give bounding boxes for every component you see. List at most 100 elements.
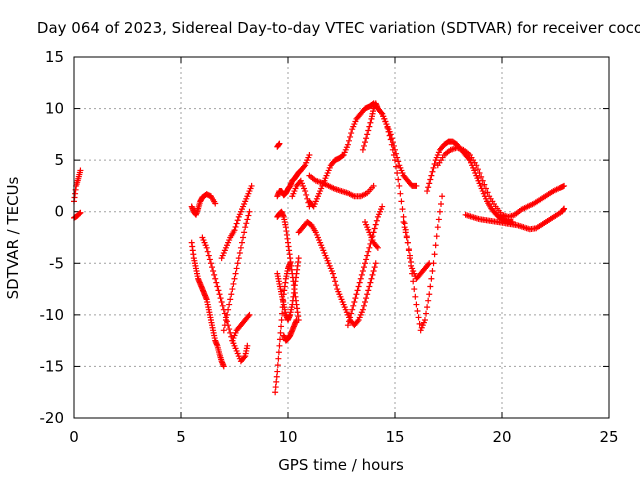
data-point: [226, 326, 233, 333]
data-point: [204, 248, 211, 255]
data-point: [364, 252, 371, 259]
series-arc-p: [295, 219, 379, 329]
data-point: [355, 283, 362, 290]
data-point: [205, 252, 212, 259]
data-point: [350, 302, 357, 309]
data-point: [438, 200, 445, 207]
data-point: [402, 229, 409, 236]
data-point: [410, 278, 417, 285]
data-point: [403, 234, 410, 241]
data-point: [347, 133, 354, 140]
data-point: [348, 310, 355, 317]
data-point: [215, 287, 222, 294]
data-point: [396, 182, 403, 189]
data-point: [369, 271, 376, 278]
data-point: [370, 182, 377, 189]
data-point: [217, 295, 224, 302]
data-point: [275, 349, 282, 356]
data-point: [333, 282, 340, 289]
data-point: [401, 224, 408, 231]
data-point: [238, 239, 245, 246]
data-point: [425, 184, 432, 191]
data-point: [378, 109, 385, 116]
data-point: [430, 260, 437, 267]
data-point: [212, 200, 219, 207]
data-point: [408, 262, 415, 269]
y-tick-label: -15: [40, 357, 65, 375]
y-tick-label: 15: [45, 48, 64, 66]
data-point: [344, 141, 351, 148]
series-arc-q: [306, 172, 377, 200]
data-point: [429, 168, 436, 175]
data-point: [76, 210, 83, 217]
data-point: [415, 314, 422, 321]
data-point: [234, 217, 241, 224]
data-point: [425, 297, 432, 304]
data-point: [244, 342, 251, 349]
data-point: [373, 243, 380, 250]
series-arc-m: [274, 140, 283, 150]
data-point: [406, 255, 413, 262]
data-point: [432, 242, 439, 249]
y-tick-label: 10: [45, 100, 64, 118]
series-arc-k: [274, 208, 302, 324]
y-tick-label: 0: [54, 203, 64, 221]
data-point: [364, 131, 371, 138]
data-point: [413, 182, 420, 189]
x-tick-label: 20: [492, 428, 511, 446]
data-point: [365, 287, 372, 294]
data-point: [411, 286, 418, 293]
data-point: [273, 378, 280, 385]
data-point: [367, 119, 374, 126]
data-point: [426, 291, 433, 298]
data-point: [372, 221, 379, 228]
data-point: [339, 152, 346, 159]
data-point: [246, 311, 253, 318]
data-point: [232, 270, 239, 277]
data-point: [354, 287, 361, 294]
data-point: [232, 223, 239, 230]
data-point: [424, 188, 431, 195]
data-point: [561, 205, 568, 212]
data-point: [329, 270, 336, 277]
data-point: [384, 124, 391, 131]
data-point: [302, 188, 309, 195]
data-point: [385, 128, 392, 135]
data-point: [242, 224, 249, 231]
data-point: [278, 323, 285, 330]
data-point: [348, 130, 355, 137]
series-arc-i: [272, 260, 294, 396]
data-point: [356, 279, 363, 286]
data-point: [301, 163, 308, 170]
series-arc-h: [229, 311, 253, 344]
data-point: [431, 251, 438, 258]
series-arc-g: [220, 208, 253, 334]
data-point: [353, 291, 360, 298]
data-point: [272, 389, 279, 396]
data-point: [374, 244, 381, 251]
series-arc-s: [344, 203, 386, 329]
data-point: [362, 298, 369, 305]
data-point: [435, 216, 442, 223]
y-tick-label: -10: [40, 306, 65, 324]
data-point: [366, 283, 373, 290]
data-point: [397, 190, 404, 197]
data-point: [561, 182, 568, 189]
data-point: [219, 302, 226, 309]
data-point: [220, 363, 227, 370]
series-arc-u: [362, 219, 381, 251]
series-arc-c: [188, 239, 227, 370]
data-point: [484, 189, 491, 196]
data-point: [388, 141, 395, 148]
series-arc-v: [400, 193, 446, 334]
data-point: [394, 170, 401, 177]
data-point: [236, 249, 243, 256]
y-tick-labels: -20 -15 -10 -5 0 5 10 15: [40, 48, 65, 427]
data-point: [434, 224, 441, 231]
data-point: [233, 220, 240, 227]
data-point: [222, 317, 229, 324]
data-point: [224, 311, 231, 318]
data-point: [212, 275, 219, 282]
data-point: [349, 306, 356, 313]
